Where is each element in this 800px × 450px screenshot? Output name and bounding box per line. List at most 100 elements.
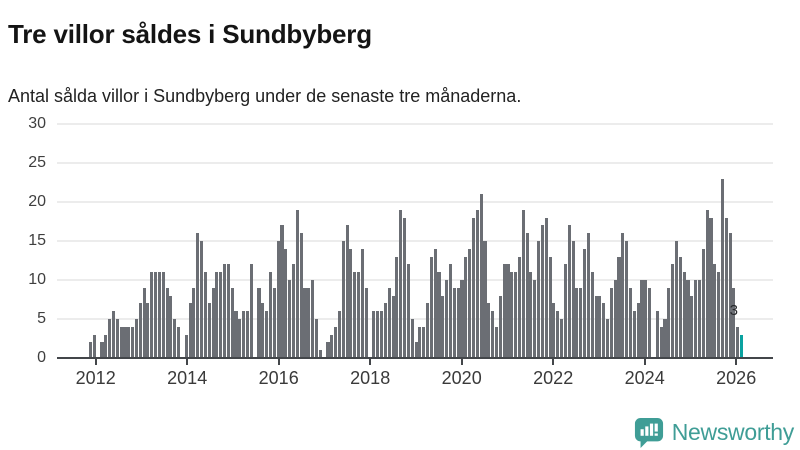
bar — [429, 256, 433, 358]
bar — [196, 233, 200, 358]
y-tick-label: 20 — [28, 193, 46, 210]
x-tick-label: 2018 — [350, 368, 391, 388]
bar — [276, 241, 280, 358]
bar — [138, 303, 142, 358]
bar — [682, 272, 686, 358]
bar — [127, 326, 131, 358]
bar — [533, 280, 537, 358]
gridline — [57, 318, 773, 320]
bar — [146, 303, 150, 358]
y-tick-label: 10 — [28, 271, 46, 288]
bar — [418, 326, 422, 358]
bar — [395, 256, 399, 358]
bar — [648, 287, 652, 358]
bar — [242, 311, 246, 358]
bar — [119, 326, 123, 358]
bar — [284, 248, 288, 358]
bar — [621, 233, 625, 358]
bar — [307, 287, 311, 358]
bar — [108, 319, 112, 358]
bar — [425, 303, 430, 358]
bar — [257, 287, 261, 358]
page-title: Tre villor såldes i Sundbyberg — [8, 19, 372, 50]
bar — [345, 225, 349, 358]
bar — [628, 287, 633, 358]
bar — [464, 256, 468, 358]
bar — [552, 303, 556, 358]
gridline — [57, 123, 773, 125]
bar — [299, 233, 303, 358]
chart-subtitle: Antal sålda villor i Sundbyberg under de… — [8, 86, 522, 106]
bar — [571, 241, 575, 358]
x-tick-label: 2016 — [258, 368, 299, 388]
bar — [468, 248, 472, 358]
bar — [602, 303, 606, 358]
axis-tick — [277, 358, 280, 365]
bar — [448, 264, 453, 358]
bar — [479, 194, 483, 358]
bar — [100, 342, 104, 358]
bar — [265, 311, 269, 358]
bar — [709, 217, 713, 358]
bar — [249, 264, 253, 358]
bar — [732, 287, 736, 358]
bar — [671, 264, 675, 358]
bar — [337, 311, 341, 358]
bar — [540, 225, 544, 358]
bar — [456, 287, 460, 358]
bar — [391, 295, 395, 358]
bar — [104, 334, 108, 358]
bar — [471, 217, 476, 358]
bar — [291, 264, 296, 358]
bar — [678, 256, 682, 358]
bar — [517, 256, 521, 358]
bar — [544, 217, 548, 358]
bar — [575, 287, 579, 358]
bar — [736, 326, 740, 358]
x-tick-label: 2014 — [167, 368, 208, 388]
bar — [150, 272, 154, 358]
brand-logo: Newsworthy — [634, 417, 794, 448]
bar — [311, 280, 315, 358]
bar — [452, 287, 456, 358]
bar — [667, 287, 671, 358]
bar — [184, 334, 188, 358]
y-tick-label: 25 — [28, 154, 46, 171]
bar — [506, 264, 510, 358]
bar — [422, 326, 426, 358]
bar — [720, 178, 724, 358]
bar — [334, 326, 338, 358]
bar — [410, 319, 414, 358]
bar — [694, 280, 698, 358]
bar — [686, 280, 690, 358]
bar — [701, 248, 705, 358]
bar — [142, 287, 146, 358]
bar — [724, 217, 728, 358]
y-tick-label: 30 — [28, 115, 46, 132]
bar — [364, 287, 368, 358]
bar — [441, 295, 445, 358]
brand-name: Newsworthy — [671, 419, 795, 445]
bar — [92, 334, 96, 358]
bar — [521, 209, 525, 358]
gridline — [57, 201, 773, 203]
bar — [491, 311, 495, 358]
bar — [173, 319, 177, 358]
bar — [659, 326, 663, 358]
bar — [640, 280, 644, 358]
bar — [261, 303, 265, 358]
y-tick-label: 15 — [28, 232, 46, 249]
axis-tick — [735, 358, 738, 365]
bar — [303, 287, 307, 358]
bar — [567, 225, 571, 358]
bar — [556, 311, 560, 358]
gridline — [57, 162, 773, 164]
bar — [380, 311, 384, 358]
bar — [357, 272, 361, 358]
bar — [663, 319, 667, 358]
bar — [403, 217, 407, 358]
bar — [115, 319, 119, 358]
axis-tick — [369, 358, 372, 365]
bar — [594, 295, 598, 358]
bar — [318, 350, 322, 358]
